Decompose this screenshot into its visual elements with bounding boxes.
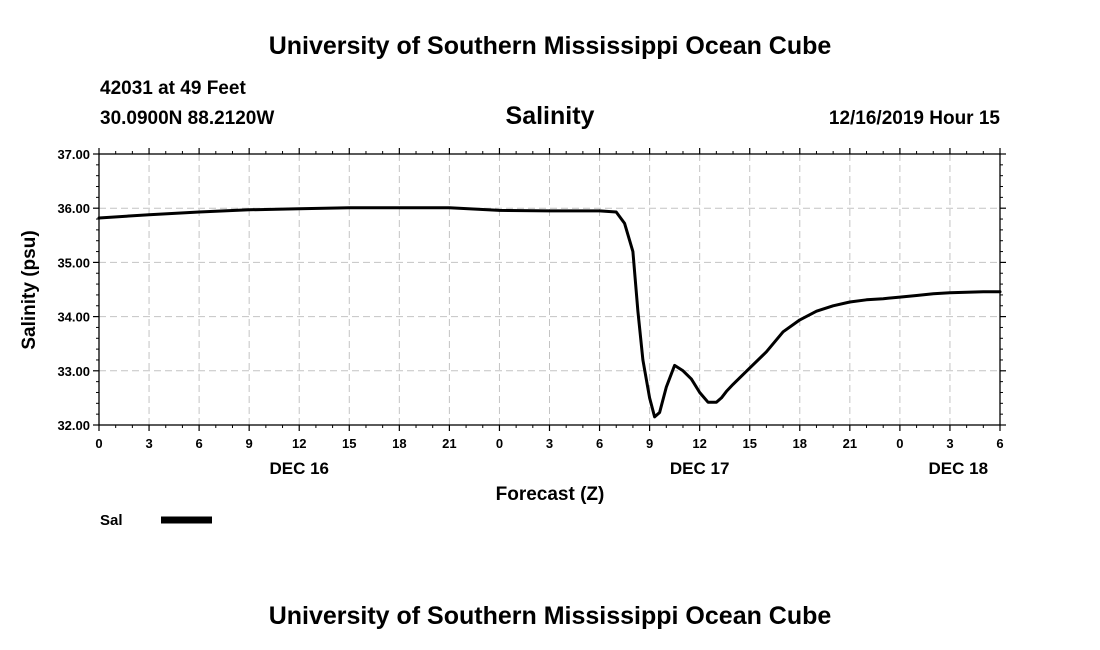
bottom-title: University of Southern Mississippi Ocean… — [269, 602, 832, 630]
legend-label: Sal — [100, 512, 123, 529]
day-label: DEC 16 — [269, 459, 329, 478]
x-tick-label: 21 — [442, 436, 456, 451]
axes: 0 3 6 9 12 15 18 21 0 3 6 9 12 15 18 21 0 3 6 32.00 33.00 34.… — [57, 147, 1006, 478]
x-tick-label: 21 — [843, 436, 857, 451]
y-tick-label: 33.00 — [57, 364, 90, 379]
top-title: University of Southern Mississippi Ocean… — [269, 32, 832, 60]
station-label: 42031 at 49 Feet — [100, 78, 246, 99]
y-tick-label: 34.00 — [57, 310, 90, 325]
y-tick-label: 32.00 — [57, 418, 90, 433]
x-tick-label: 15 — [742, 436, 756, 451]
y-tick-label: 37.00 — [57, 147, 90, 162]
grid — [99, 154, 1000, 425]
y-tick-label: 35.00 — [57, 255, 90, 270]
x-tick-label: 6 — [596, 436, 603, 451]
x-tick-label: 18 — [392, 436, 406, 451]
x-tick-label: 9 — [246, 436, 253, 451]
x-tick-label: 3 — [546, 436, 553, 451]
series-layer — [97, 206, 1002, 419]
x-tick-label: 3 — [946, 436, 953, 451]
y-axis-label: Salinity (psu) — [19, 230, 40, 349]
datetime-label: 12/16/2019 Hour 15 — [829, 108, 1001, 129]
x-tick-label: 15 — [342, 436, 356, 451]
x-axis-label: Forecast (Z) — [496, 484, 605, 505]
x-tick-label: 0 — [496, 436, 503, 451]
x-tick-label: 0 — [896, 436, 903, 451]
x-tick-label: 0 — [95, 436, 102, 451]
y-tick-label: 36.00 — [57, 201, 90, 216]
x-tick-label: 3 — [145, 436, 152, 451]
x-tick-label: 18 — [793, 436, 807, 451]
day-label: DEC 18 — [929, 459, 989, 478]
series-line-sal — [97, 206, 1002, 419]
x-tick-label: 12 — [692, 436, 706, 451]
chart-title: Salinity — [506, 102, 595, 130]
x-tick-label: 9 — [646, 436, 653, 451]
x-tick-label: 6 — [195, 436, 202, 451]
x-tick-label: 12 — [292, 436, 306, 451]
coords-label: 30.0900N 88.2120W — [100, 108, 274, 129]
legend: Sal — [100, 512, 212, 529]
x-tick-label: 6 — [996, 436, 1003, 451]
day-label: DEC 17 — [670, 459, 730, 478]
